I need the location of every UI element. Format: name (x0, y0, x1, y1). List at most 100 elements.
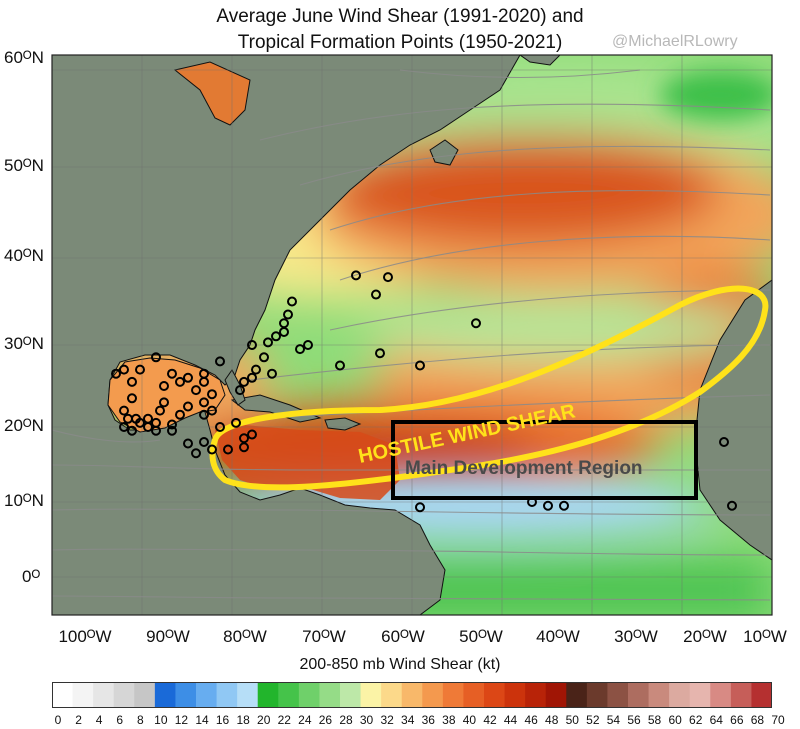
formation-point (415, 360, 425, 371)
colorbar-swatch (93, 682, 115, 708)
colorbar-swatch (154, 682, 176, 708)
colorbar-tick-label: 46 (524, 713, 538, 727)
colorbar-swatch (278, 682, 300, 708)
colorbar-tick-label: 66 (730, 713, 744, 727)
formation-point (239, 376, 249, 387)
formation-point (135, 417, 145, 428)
main-development-region-label: Main Development Region (405, 458, 643, 479)
lon-label-10: 10ᴼW (743, 627, 787, 646)
colorbar-swatch (669, 682, 691, 708)
colorbar-swatch (237, 682, 259, 708)
colorbar-swatch (216, 682, 238, 708)
colorbar-tick-label: 70 (771, 713, 785, 727)
colorbar-swatch (730, 682, 752, 708)
colorbar-tick-label: 68 (750, 713, 765, 727)
formation-point (199, 409, 209, 420)
colorbar-swatch (566, 682, 588, 708)
colorbar-tick-label: 60 (668, 713, 682, 727)
formation-point (727, 500, 737, 511)
lat-label-50: 50ᴼN (4, 156, 44, 175)
formation-point (259, 352, 269, 363)
formation-point (231, 417, 241, 428)
lat-label-40: 40ᴼN (4, 246, 44, 265)
colorbar-tick-label: 56 (627, 713, 641, 727)
formation-point (199, 437, 209, 447)
formation-point (415, 502, 425, 513)
formation-point (375, 348, 385, 359)
lon-label-30: 30ᴼW (614, 627, 658, 646)
formation-point (159, 397, 169, 408)
colorbar-swatch (381, 682, 403, 708)
formation-point (215, 422, 225, 432)
colorbar-swatch (422, 682, 444, 708)
colorbar-swatch (484, 682, 506, 708)
colorbar-swatch (134, 682, 156, 708)
colorbar-tick-label: 22 (277, 713, 291, 727)
colorbar-tick-label: 64 (709, 713, 723, 727)
colorbar-tick-label: 6 (116, 713, 124, 727)
formation-point (279, 326, 289, 337)
colorbar-tick-label: 20 (257, 713, 271, 727)
colorbar-tick-label: 8 (136, 713, 144, 727)
formation-point (119, 364, 129, 375)
colorbar-swatch (442, 682, 464, 708)
formation-point (543, 500, 553, 511)
formation-point (191, 448, 201, 459)
colorbar-tick-label: 38 (442, 713, 456, 727)
formation-point (251, 364, 261, 375)
colorbar-tick-label: 26 (318, 713, 333, 727)
formation-point (527, 497, 537, 507)
formation-point (283, 309, 293, 320)
colorbar-swatch (319, 682, 341, 708)
lon-label-80: 80ᴼW (223, 627, 267, 646)
colorbar-tick-label: 24 (298, 713, 312, 727)
colorbar-tick-label: 18 (236, 713, 250, 727)
formation-point (175, 409, 185, 420)
formation-point (159, 381, 169, 391)
formation-point (263, 337, 273, 348)
formation-point (167, 425, 177, 436)
formation-point (271, 331, 281, 342)
colorbar-tick-label: 54 (606, 713, 621, 727)
lon-label-20: 20ᴼW (683, 627, 727, 646)
colorbar-swatch (648, 682, 670, 708)
formation-point (127, 393, 137, 404)
formation-point (335, 360, 345, 371)
formation-point (199, 397, 209, 408)
colorbar-swatch (607, 682, 629, 708)
lat-label-20: 20ᴼN (4, 416, 44, 435)
lat-label-60: 60ᴼN (4, 48, 44, 67)
colorbar-tick-label: 44 (503, 713, 518, 727)
formation-point (183, 401, 193, 412)
lon-label-60: 60ᴼW (381, 627, 425, 646)
formation-point (119, 405, 129, 416)
colorbar-swatch (72, 682, 94, 708)
lon-label-50: 50ᴼW (459, 627, 503, 646)
formation-point (207, 405, 217, 416)
colorbar-swatch (52, 682, 74, 708)
formation-point (111, 368, 121, 379)
colorbar-tick-label: 62 (689, 713, 703, 727)
lon-label-90: 90ᴼW (146, 627, 190, 646)
title-line-2: Tropical Formation Points (1950-2021) (237, 32, 563, 53)
formation-point (151, 352, 161, 363)
formation-point (183, 372, 193, 383)
formation-point (267, 368, 277, 379)
colorbar-tick-label: 2 (75, 713, 82, 727)
colorbar-swatch (628, 682, 650, 708)
formation-point (135, 364, 145, 375)
formation-point (155, 405, 165, 416)
formation-point (143, 422, 153, 432)
colorbar-swatch (545, 682, 567, 708)
map-frame (51, 54, 773, 616)
colorbar-tick-label: 0 (54, 713, 62, 727)
grid (52, 55, 772, 615)
formation-point (287, 296, 297, 307)
lon-label-100: 100ᴼW (58, 627, 112, 646)
lat-label-10: 10ᴼN (4, 491, 44, 510)
colorbar-tick-label: 36 (421, 713, 435, 727)
colorbar-swatch (340, 682, 362, 708)
colorbar-swatch (504, 682, 526, 708)
formation-point (559, 500, 569, 511)
